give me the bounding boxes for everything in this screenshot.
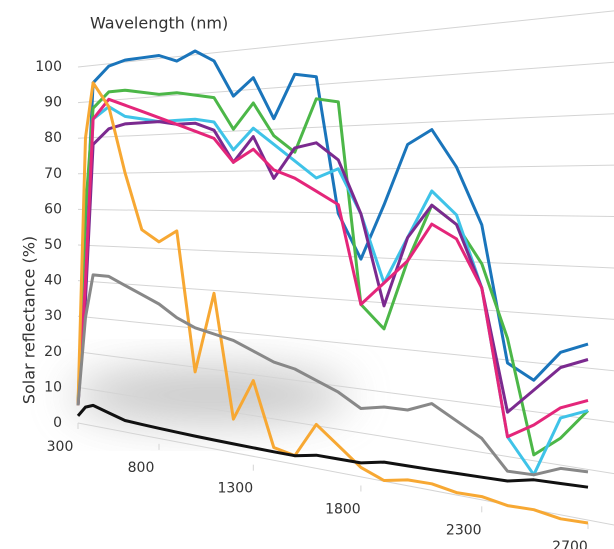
grid-line <box>77 164 614 175</box>
y-tick-label: 50 <box>44 237 62 253</box>
y-tick-label: 70 <box>44 166 62 182</box>
data-line <box>76 49 589 406</box>
data-line <box>76 88 590 457</box>
shadow <box>70 367 350 423</box>
data-line <box>76 120 589 414</box>
x-tick-label: 300 <box>47 439 74 455</box>
data-line <box>76 81 589 525</box>
chart-title: Wavelength (nm) <box>90 14 228 33</box>
y-tick-label: 60 <box>44 201 62 217</box>
y-tick-label: 20 <box>44 344 62 360</box>
x-tick-label: 800 <box>128 460 155 476</box>
y-tick-label: 10 <box>44 379 62 395</box>
y-tick-label: 40 <box>44 273 62 289</box>
grid-line <box>77 10 614 68</box>
x-tick-label: 2300 <box>446 522 482 538</box>
y-tick-label: 30 <box>44 308 62 324</box>
x-tick-label: 1800 <box>325 502 361 518</box>
data-line <box>76 97 589 439</box>
y-axis-label: Solar reflectance (%) <box>20 236 39 404</box>
y-tick-label: 100 <box>35 59 62 75</box>
grid-line <box>77 61 614 104</box>
y-tick-label: 90 <box>44 95 62 111</box>
y-tick-label: 0 <box>53 415 62 431</box>
grid-line <box>77 351 614 423</box>
x-tick-label: 2700 <box>552 539 588 549</box>
grid-line <box>77 208 614 218</box>
grid-line <box>77 280 614 320</box>
grid-line <box>77 422 614 526</box>
y-tick-label: 80 <box>44 130 62 146</box>
grid-line <box>77 113 614 139</box>
data-line <box>76 273 589 477</box>
grid-line <box>77 244 614 269</box>
grid-line <box>77 315 614 372</box>
data-line <box>76 403 589 489</box>
grid-line <box>77 386 614 475</box>
x-tick-label: 1300 <box>217 481 253 497</box>
